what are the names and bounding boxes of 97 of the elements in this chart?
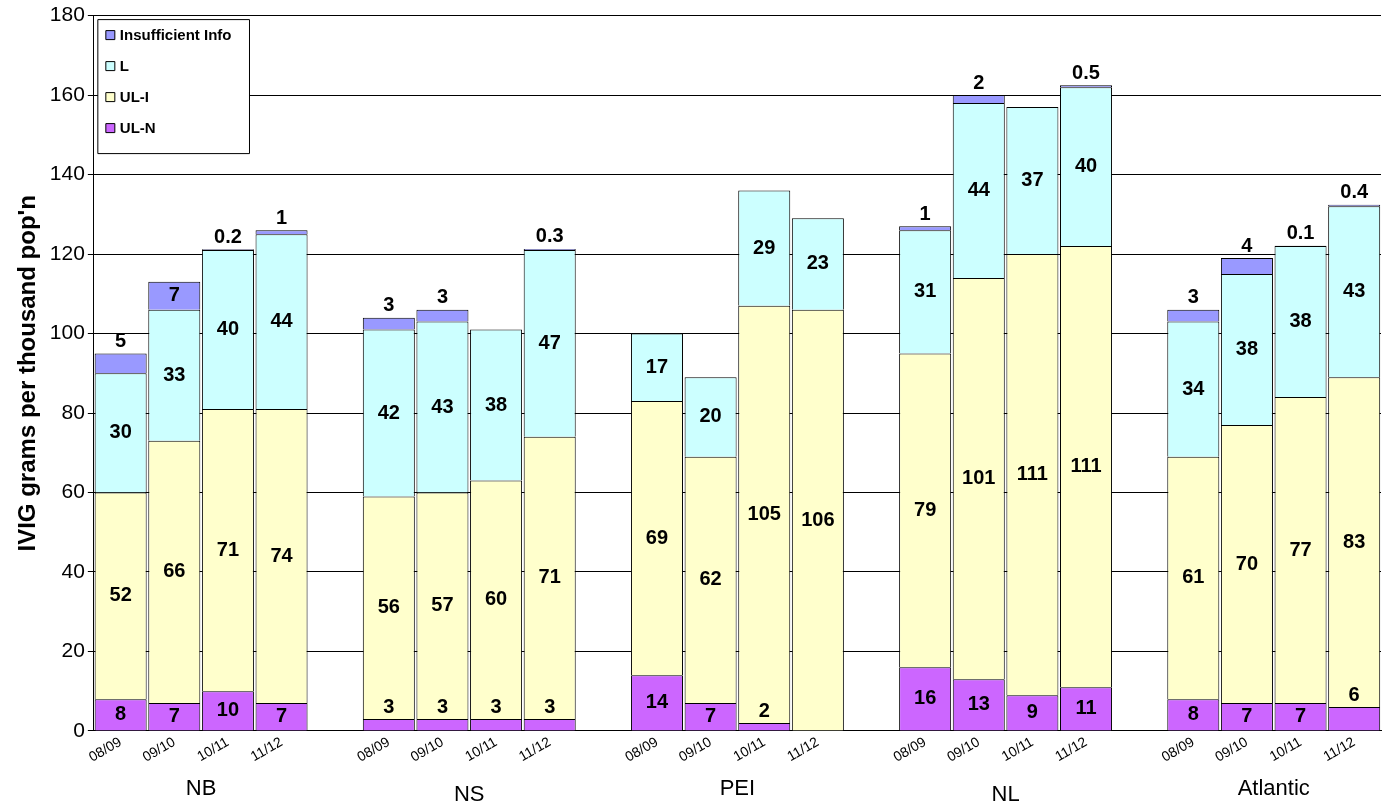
data-label: 3 [436, 694, 449, 717]
data-label: 62 [699, 567, 722, 590]
text: PEI [719, 775, 756, 801]
data-label: 106 [801, 507, 835, 530]
data-label: 3 [436, 285, 449, 308]
data-label: 38 [484, 392, 508, 415]
data-label: 38 [1235, 336, 1259, 359]
data-label: 0.2 [214, 224, 242, 247]
data-label: 8 [115, 702, 127, 725]
data-label: 77 [1289, 537, 1312, 560]
y-tick-label: 20 [61, 638, 85, 662]
legend-label: Insufficient Info [119, 25, 232, 43]
data-label: 37 [1021, 168, 1044, 191]
data-label: 3 [1187, 285, 1199, 308]
data-label: 14 [645, 690, 669, 713]
data-label: 111 [1070, 454, 1102, 477]
data-label: 16 [914, 686, 937, 709]
data-label: 4 [1241, 233, 1254, 256]
data-label: 29 [753, 235, 776, 258]
legend-label: L [119, 56, 130, 74]
y-tick-label: 100 [49, 320, 85, 344]
data-label: 79 [914, 497, 937, 520]
data-label: 57 [431, 593, 454, 616]
data-label: 56 [377, 595, 400, 618]
data-label: 7 [168, 704, 180, 727]
data-label: 111 [1016, 462, 1048, 485]
data-label: 0.1 [1286, 221, 1315, 244]
x-tick-label: 10/11 [462, 733, 500, 765]
data-label: 74 [270, 543, 294, 566]
data-label: 11 [1075, 696, 1097, 719]
data-label: 52 [109, 583, 132, 606]
data-label: 83 [1343, 529, 1366, 552]
legend-label: UL-I [119, 87, 150, 105]
y-tick-label: 160 [49, 81, 85, 105]
data-label: 44 [270, 309, 294, 332]
data-label: 70 [1235, 551, 1259, 574]
x-tick-label: 10/11 [1266, 733, 1305, 765]
legend-label: UL-N [119, 118, 156, 136]
data-label: 105 [747, 501, 781, 524]
y-tick-label: 120 [49, 240, 85, 264]
data-label: 17 [645, 354, 669, 377]
data-label: 2 [758, 698, 770, 721]
data-label: 3 [383, 293, 395, 316]
data-label: 20 [699, 404, 722, 427]
data-label: 66 [163, 559, 186, 582]
data-label: 3 [490, 694, 502, 717]
data-label: 42 [377, 400, 400, 423]
data-label: 6 [1348, 682, 1360, 705]
data-label: 38 [1289, 309, 1312, 332]
data-label: 3 [383, 694, 395, 717]
data-label: 0.3 [535, 224, 564, 247]
data-label: 9 [1026, 700, 1038, 723]
x-tick-label: 10/11 [998, 733, 1037, 765]
data-label: 71 [538, 565, 561, 588]
data-label: 69 [645, 525, 669, 548]
y-axis-title: IVIG grams per thousand pop'n [13, 195, 41, 552]
data-label: 47 [538, 330, 561, 353]
data-label: 1 [275, 205, 288, 228]
y-tick-label: 140 [49, 161, 85, 185]
data-label: 13 [967, 692, 990, 715]
data-label: 33 [163, 362, 186, 385]
data-label: 40 [216, 317, 240, 340]
data-label: 7 [1294, 704, 1307, 727]
text: Atlantic [1237, 775, 1310, 801]
data-label: 10 [216, 698, 240, 721]
data-label: 7 [705, 704, 717, 727]
data-label: 43 [1343, 279, 1366, 302]
data-label: 23 [806, 251, 829, 274]
data-label: 8 [1187, 702, 1199, 725]
y-tick-label: 60 [61, 479, 85, 503]
data-label: 44 [967, 177, 991, 200]
data-label: 7 [1241, 704, 1253, 727]
data-label: 30 [109, 420, 132, 443]
y-tick-label: 40 [61, 558, 85, 582]
y-tick-label: 80 [61, 399, 85, 423]
data-label: 7 [168, 283, 180, 306]
text: NS [453, 781, 485, 807]
data-label: 101 [962, 466, 996, 489]
data-label: 61 [1182, 565, 1205, 588]
data-label: 7 [275, 704, 288, 727]
data-label: 0.5 [1072, 60, 1100, 83]
data-label: 60 [484, 587, 508, 610]
y-tick-label: 0 [73, 717, 85, 741]
data-label: 40 [1074, 154, 1098, 177]
data-label: 71 [216, 537, 240, 560]
text: NB [185, 775, 217, 801]
text: NL [991, 781, 1020, 807]
data-label: 34 [1182, 376, 1206, 399]
data-label: 3 [544, 694, 556, 717]
y-tick-label: 180 [49, 2, 85, 26]
data-label: 31 [914, 279, 937, 302]
data-label: 43 [431, 394, 454, 417]
data-label: 2 [973, 70, 985, 93]
data-label: 1 [919, 201, 931, 224]
data-label: 0.4 [1340, 180, 1369, 203]
x-tick-label: 10/11 [193, 733, 232, 765]
x-tick-label: 10/11 [730, 733, 768, 765]
